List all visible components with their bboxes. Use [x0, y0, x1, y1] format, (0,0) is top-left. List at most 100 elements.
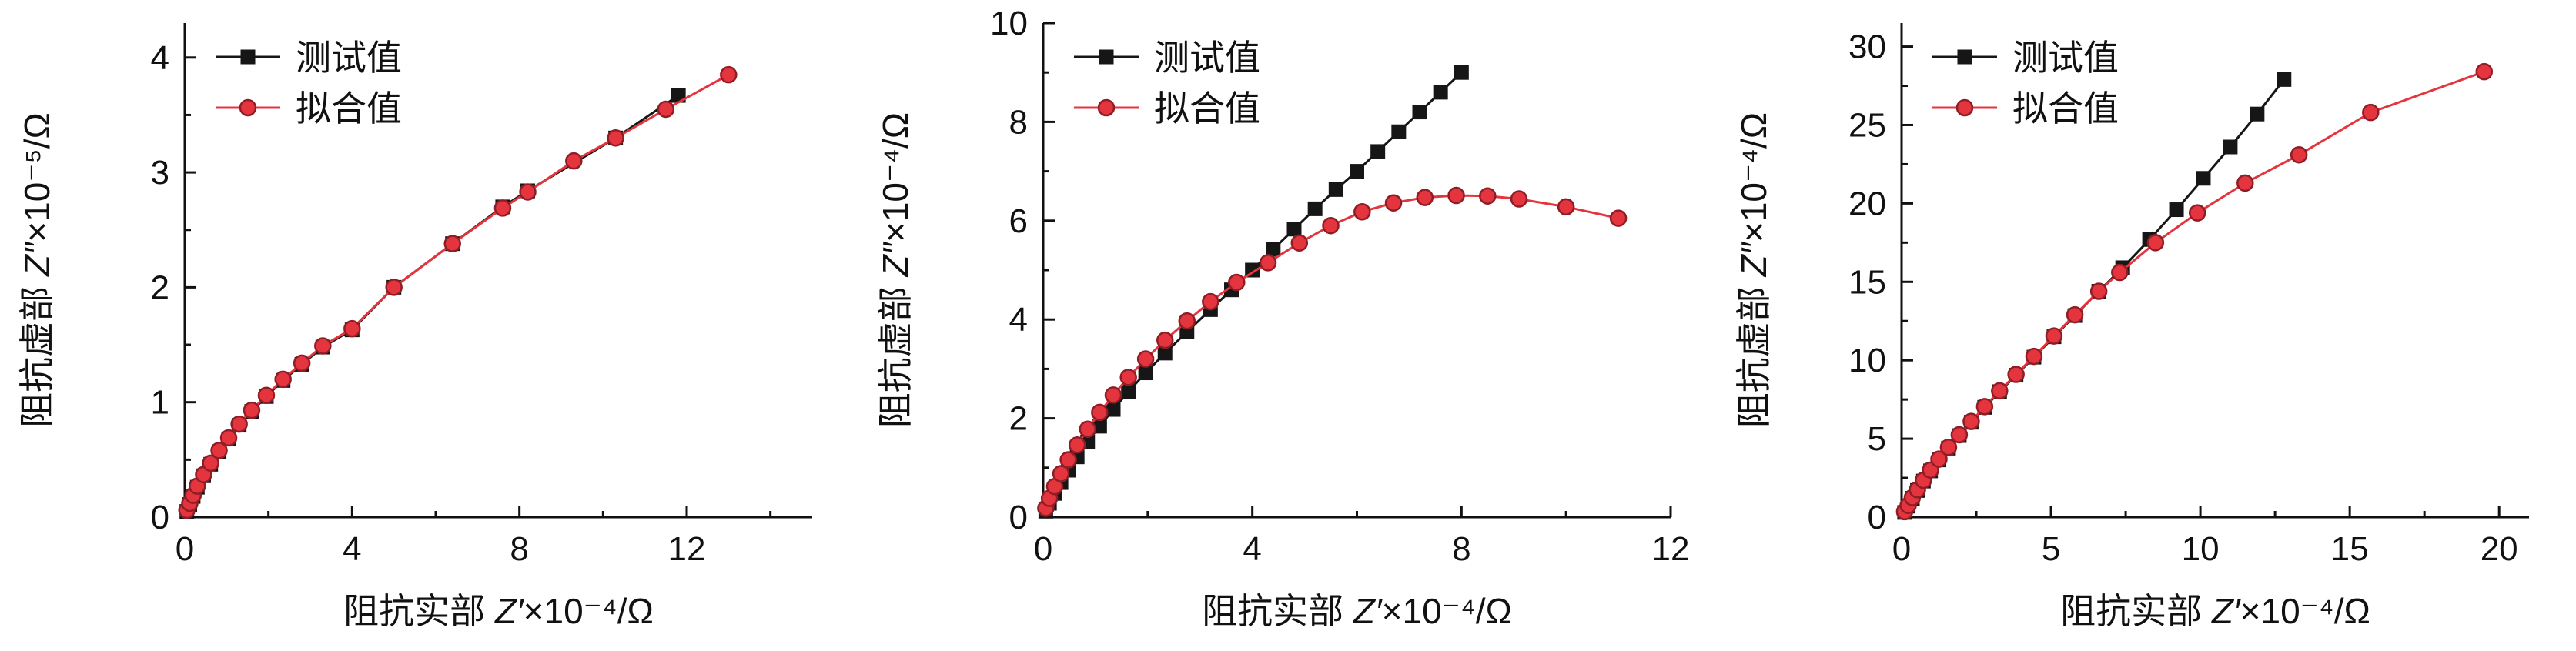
legend-label: 拟合值 — [2012, 88, 2119, 129]
data-point — [2290, 145, 2308, 164]
x-tick-label: 0 — [1034, 530, 1052, 568]
x-tick-label: 10 — [2182, 530, 2220, 568]
y-tick-label: 2 — [1009, 400, 1028, 438]
data-point — [1391, 124, 1407, 139]
data-point — [519, 183, 537, 201]
y-tick-label: 0 — [151, 499, 169, 536]
y-tick-label: 6 — [1009, 202, 1028, 240]
legend-label: 测试值 — [296, 38, 402, 78]
data-point — [443, 235, 461, 252]
x-axis-title: 阻抗实部 Z′×10⁻⁴/Ω — [343, 591, 654, 631]
data-point — [1290, 234, 1309, 252]
data-point — [1286, 222, 1302, 237]
data-point — [1447, 186, 1465, 205]
data-point — [1106, 402, 1121, 417]
y-tick-label: 1 — [151, 384, 169, 422]
legend-label: 测试值 — [2012, 38, 2119, 78]
data-point — [1202, 292, 1219, 311]
y-tick-label: 3 — [151, 154, 169, 192]
series-measured — [179, 88, 686, 519]
data-point — [1609, 209, 1628, 227]
legend-label: 测试值 — [1154, 38, 1260, 78]
data-point — [2146, 234, 2165, 252]
data-point — [1052, 465, 1070, 482]
nyquist-chart-2: 0 4 8 12 0 2 4 6 8 10 阻抗实部 Z′×10⁻⁴/Ω 阻抗虚部 Z″×10⁻⁴/Ω… — [875, 5, 1689, 631]
axes — [1042, 23, 1671, 519]
data-point — [2188, 204, 2206, 222]
data-point — [1991, 382, 2009, 400]
data-point — [2045, 327, 2063, 345]
data-point — [1104, 386, 1122, 404]
data-point — [2007, 366, 2025, 383]
data-point — [210, 442, 228, 459]
x-tick-label: 0 — [176, 530, 194, 568]
series-measured — [1038, 65, 1469, 519]
y-axis-title: 阻抗虚部 Z″×10⁻⁵/Ω — [17, 112, 57, 428]
tick-labels: 0 4 8 12 0 2 4 6 8 10 — [990, 5, 1689, 568]
legend-marker — [1957, 49, 1972, 65]
data-point — [1350, 164, 1364, 179]
data-point — [2475, 62, 2494, 81]
legend-marker — [239, 98, 257, 117]
data-point — [1930, 450, 1948, 468]
axis-lines — [1042, 23, 1671, 519]
data-point — [1510, 190, 1528, 208]
data-point — [1079, 420, 1096, 438]
x-tick-label: 5 — [2042, 530, 2060, 568]
data-point — [1307, 201, 1323, 216]
data-point — [1412, 105, 1427, 120]
tick-marks — [183, 56, 772, 519]
x-axis-title: 阻抗实部 Z′×10⁻⁴/Ω — [2060, 591, 2370, 631]
data-point — [243, 401, 261, 419]
data-point — [1370, 144, 1386, 159]
data-point — [2277, 72, 2292, 87]
data-point — [2196, 171, 2211, 186]
data-point — [2169, 202, 2184, 218]
data-point — [202, 454, 219, 472]
x-tick-label: 15 — [2331, 530, 2369, 568]
data-point — [314, 337, 332, 355]
data-point — [1121, 384, 1136, 399]
data-point — [293, 354, 311, 372]
data-point — [1939, 439, 1958, 456]
tick-marks — [1042, 22, 1672, 519]
y-axis-title: 阻抗虚部 Z″×10⁻⁴/Ω — [1734, 112, 1774, 428]
x-tick-label: 0 — [1892, 530, 1911, 568]
y-axis-title: 阻抗虚部 Z″×10⁻⁴/Ω — [875, 112, 915, 428]
data-point — [2250, 106, 2265, 122]
axis-lines — [183, 23, 812, 519]
data-point — [565, 152, 583, 170]
y-tick-label: 2 — [151, 269, 169, 306]
legend-marker — [1955, 98, 1974, 117]
data-point — [1454, 65, 1469, 80]
data-point — [1156, 331, 1174, 349]
data-point — [1962, 412, 1980, 430]
legend-marker — [1099, 49, 1114, 65]
data-point — [1119, 369, 1137, 386]
series-fit — [1895, 62, 2494, 521]
data-point — [1322, 216, 1340, 235]
data-point — [257, 386, 276, 404]
data-point — [1353, 202, 1371, 221]
series-line — [1903, 70, 2485, 512]
data-point — [1479, 187, 1497, 205]
series-fit — [1037, 186, 1628, 517]
series-line — [186, 73, 730, 511]
data-point — [2025, 347, 2043, 366]
data-point — [2236, 174, 2254, 192]
x-tick-label: 4 — [1243, 530, 1261, 568]
data-point — [1557, 198, 1575, 216]
x-tick-label: 8 — [1452, 530, 1470, 568]
tick-marks — [1900, 45, 2501, 519]
y-tick-label: 5 — [1868, 420, 1886, 458]
data-point — [607, 129, 624, 147]
y-tick-label: 20 — [1848, 185, 1886, 222]
data-point — [2223, 139, 2238, 155]
x-tick-label: 8 — [510, 530, 528, 568]
data-point — [1178, 312, 1196, 330]
data-point — [2066, 305, 2084, 324]
y-tick-label: 10 — [1848, 342, 1886, 379]
axes — [183, 23, 812, 519]
